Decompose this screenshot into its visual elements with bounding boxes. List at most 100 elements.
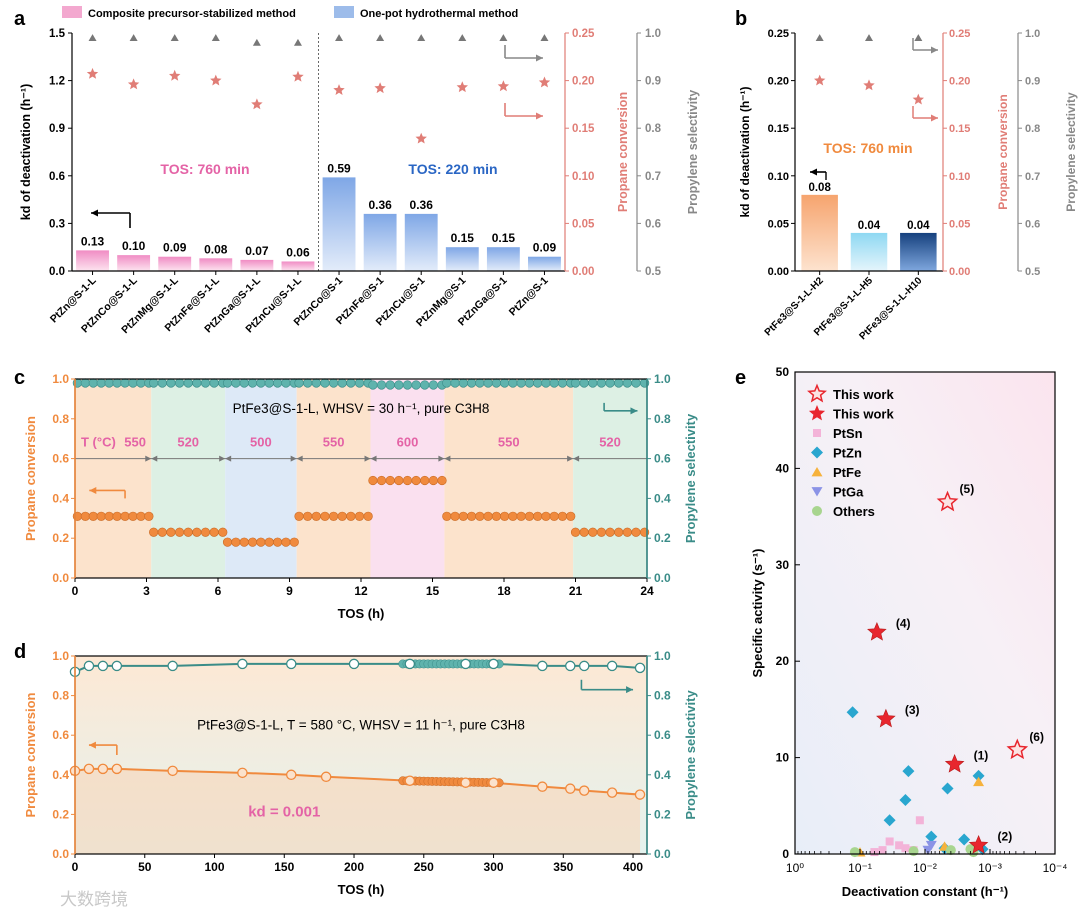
selectivity-point [458, 378, 468, 388]
x-tick-label: 10⁻¹ [848, 861, 872, 875]
bar-value-label: 0.09 [533, 241, 557, 255]
y2-tick-label: 0.10 [572, 171, 594, 183]
temp-boundary-arrow [573, 455, 580, 462]
selectivity-triangle [865, 34, 873, 41]
kd-arrow-head [810, 168, 817, 176]
conversion-point [97, 763, 109, 775]
y2-tick-label: 0.2 [654, 531, 671, 545]
selectivity-triangle [458, 34, 467, 41]
x-tick-label: 12 [354, 584, 368, 598]
x-tick-label: 10⁰ [786, 861, 804, 875]
x-tick-label: 9 [286, 584, 293, 598]
panel-c: 550 520 500 550 600 550 520 T (°C) PtFe3@S-1-L, … [23, 372, 698, 621]
temp-boundary-arrow [444, 455, 451, 462]
conversion-point [144, 511, 154, 521]
x-tick-label: 150 [274, 860, 294, 874]
legend-swatch-blue [334, 6, 354, 18]
bar-value-label: 0.36 [410, 198, 434, 212]
y3-tick-label: 0.6 [645, 218, 661, 230]
selectivity-point [167, 660, 178, 672]
x-axis-title: Deactivation constant (h⁻¹) [842, 884, 1009, 899]
selectivity-point [385, 380, 395, 390]
conv-arrow-head [931, 114, 938, 122]
this-work-point [867, 622, 887, 641]
legend-label: Others [833, 504, 875, 519]
conversion-point [88, 511, 98, 521]
selectivity-point [111, 660, 123, 672]
selectivity-point [541, 378, 551, 388]
conversion-point [354, 511, 365, 521]
conversion-point [166, 527, 176, 537]
y-tick-label: 0.4 [52, 768, 69, 782]
conversion-point [508, 511, 518, 521]
ptzn-point [902, 765, 915, 778]
selectivity-point [565, 660, 576, 672]
conversion-star [538, 76, 551, 88]
bar-kd [486, 247, 520, 271]
x-axis-title: TOS (h) [338, 606, 385, 621]
conversion-point [83, 763, 95, 775]
y3-tick-label: 0.9 [645, 76, 661, 88]
legend-marker-ptsn [813, 429, 821, 437]
selectivity-point [376, 380, 387, 390]
selectivity-point [579, 378, 589, 388]
ptga-point [922, 845, 934, 856]
this-work-point-label: (2) [998, 829, 1013, 843]
selectivity-triangle [88, 34, 97, 41]
y2-tick-label: 0.4 [654, 491, 671, 505]
selectivity-point [588, 378, 598, 388]
conversion-point [200, 527, 211, 537]
legend-label: PtZn [833, 446, 862, 461]
selectivity-point [149, 378, 159, 388]
conversion-point [533, 511, 543, 521]
selectivity-point [112, 378, 122, 388]
y2-tick-label: 0.4 [654, 768, 671, 782]
panel-letter-e: e [735, 367, 746, 389]
bar-value-label: 0.15 [492, 231, 516, 245]
selectivity-point [231, 378, 241, 388]
selectivity-point [239, 378, 249, 388]
y2-tick-label: 0.2 [654, 807, 671, 821]
conversion-point [376, 475, 387, 486]
y3-tick-label: 0.8 [645, 123, 662, 135]
y-tick-label: 0.00 [768, 266, 789, 278]
x-tick-label: 15 [426, 584, 440, 598]
temp-boundary-arrow [296, 455, 303, 462]
y3-tick-label: 1.0 [645, 28, 661, 40]
kd-arrow-head [91, 209, 98, 217]
temp-boundary-arrow [225, 455, 232, 462]
conversion-point [218, 527, 228, 537]
y-tick-label: 0.10 [768, 171, 789, 183]
bar-kd [281, 261, 315, 271]
selectivity-point [209, 378, 219, 388]
x-tick-label: 10⁻⁴ [1043, 861, 1068, 875]
conversion-point [411, 475, 421, 486]
selectivity-point [483, 378, 493, 388]
conversion-point [516, 511, 526, 521]
temp-value-label: 520 [177, 435, 199, 450]
conv-arrow-head [536, 112, 543, 120]
conversion-point [404, 775, 416, 786]
temp-region [75, 379, 152, 578]
x-tick-label: PtZn@S-1 [507, 275, 551, 319]
selectivity-point [200, 378, 211, 388]
ptzn-point [941, 782, 954, 795]
temp-boundary-arrow [290, 455, 297, 462]
conversion-point [483, 511, 493, 521]
legend-label: PtGa [833, 485, 864, 500]
conversion-point [136, 511, 146, 521]
selectivity-point [328, 378, 339, 388]
conversion-point [231, 537, 241, 547]
conversion-point [149, 527, 159, 537]
y-axis-title: Specific activity (s⁻¹) [750, 549, 765, 678]
temp-boundary-arrow [364, 455, 371, 462]
selectivity-point [524, 378, 535, 388]
selectivity-triangle [211, 34, 220, 41]
selectivity-point [294, 378, 304, 388]
legend-label-composite: Composite precursor-stabilized method [88, 8, 296, 20]
x-tick-label: 6 [215, 584, 222, 598]
selectivity-point [337, 378, 347, 388]
ptzn-point [972, 769, 985, 782]
ptsn-point [878, 846, 887, 855]
conversion-point [346, 511, 356, 521]
